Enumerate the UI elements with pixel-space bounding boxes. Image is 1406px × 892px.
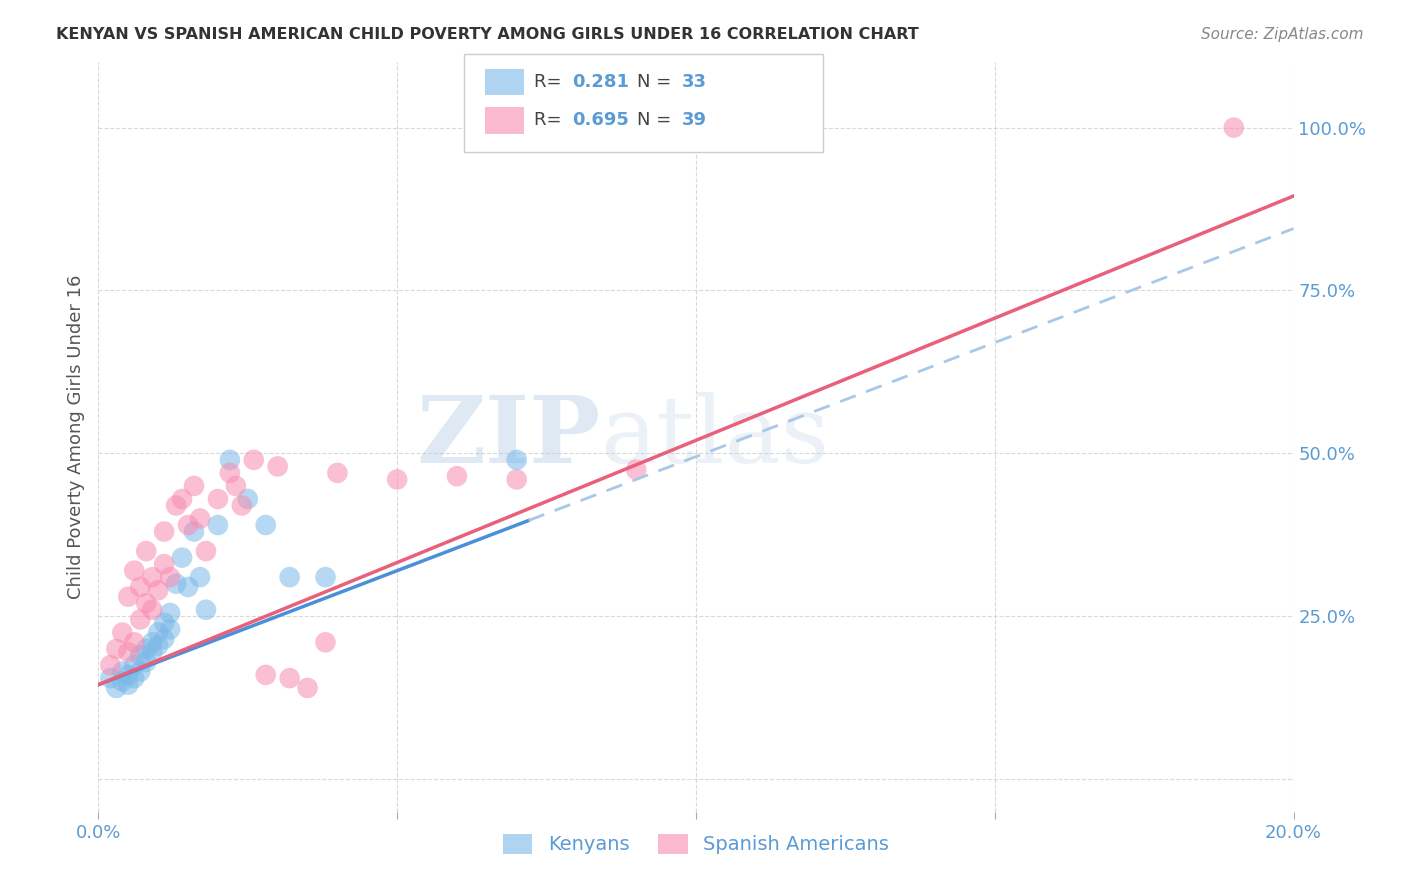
Point <box>129 613 152 627</box>
Point <box>177 580 200 594</box>
Point <box>159 622 181 636</box>
Point <box>254 518 277 533</box>
Point <box>105 681 128 695</box>
Point <box>243 453 266 467</box>
Point <box>188 511 211 525</box>
Point <box>124 635 146 649</box>
Point <box>117 590 139 604</box>
Point <box>129 648 152 663</box>
Point <box>446 469 468 483</box>
Text: KENYAN VS SPANISH AMERICAN CHILD POVERTY AMONG GIRLS UNDER 16 CORRELATION CHART: KENYAN VS SPANISH AMERICAN CHILD POVERTY… <box>56 27 920 42</box>
Text: R=: R= <box>534 112 568 129</box>
Text: ZIP: ZIP <box>416 392 600 482</box>
Point <box>188 570 211 584</box>
Text: N =: N = <box>637 112 676 129</box>
Y-axis label: Child Poverty Among Girls Under 16: Child Poverty Among Girls Under 16 <box>66 275 84 599</box>
Point <box>278 671 301 685</box>
Point <box>254 668 277 682</box>
Point <box>159 570 181 584</box>
Point <box>117 645 139 659</box>
Point <box>135 544 157 558</box>
Point <box>385 472 409 486</box>
Point <box>98 658 122 673</box>
Point <box>219 453 242 467</box>
Point <box>111 625 134 640</box>
Text: 0.281: 0.281 <box>572 73 630 91</box>
Point <box>225 479 247 493</box>
Point <box>135 641 157 656</box>
Point <box>117 668 139 682</box>
Point <box>177 518 200 533</box>
Point <box>105 641 128 656</box>
Point <box>172 550 194 565</box>
Point <box>159 606 181 620</box>
Point <box>148 583 170 598</box>
Point <box>236 491 259 506</box>
Point <box>172 491 194 506</box>
Point <box>506 472 529 486</box>
Point <box>141 570 163 584</box>
Point <box>278 570 301 584</box>
Point <box>124 671 146 685</box>
Point <box>1223 120 1246 135</box>
Point <box>141 603 163 617</box>
Point <box>148 625 170 640</box>
Point <box>297 681 319 695</box>
Legend: Kenyans, Spanish Americans: Kenyans, Spanish Americans <box>495 826 897 862</box>
Point <box>183 524 205 539</box>
Point <box>135 655 157 669</box>
Point <box>148 639 170 653</box>
Point <box>219 466 242 480</box>
Point <box>315 570 337 584</box>
Text: 39: 39 <box>682 112 707 129</box>
Point <box>124 658 146 673</box>
Point <box>183 479 205 493</box>
Point <box>165 499 187 513</box>
Point <box>124 564 146 578</box>
Point <box>315 635 337 649</box>
Point <box>98 671 122 685</box>
Point <box>506 453 529 467</box>
Point <box>626 463 648 477</box>
Point <box>326 466 349 480</box>
Point <box>165 576 187 591</box>
Point <box>129 665 152 679</box>
Text: N =: N = <box>637 73 676 91</box>
Point <box>153 632 176 646</box>
Point <box>195 544 218 558</box>
Point <box>207 491 229 506</box>
Point <box>141 645 163 659</box>
Text: 0.695: 0.695 <box>572 112 628 129</box>
Point <box>153 615 176 630</box>
Point <box>117 678 139 692</box>
Point <box>129 580 152 594</box>
Point <box>141 635 163 649</box>
Point <box>135 596 157 610</box>
Point <box>195 603 218 617</box>
Point <box>153 557 176 571</box>
Point <box>111 674 134 689</box>
Point <box>267 459 290 474</box>
Text: Source: ZipAtlas.com: Source: ZipAtlas.com <box>1201 27 1364 42</box>
Point <box>111 665 134 679</box>
Text: 33: 33 <box>682 73 707 91</box>
Point <box>231 499 253 513</box>
Point <box>153 524 176 539</box>
Text: atlas: atlas <box>600 392 830 482</box>
Text: R=: R= <box>534 73 568 91</box>
Point <box>207 518 229 533</box>
